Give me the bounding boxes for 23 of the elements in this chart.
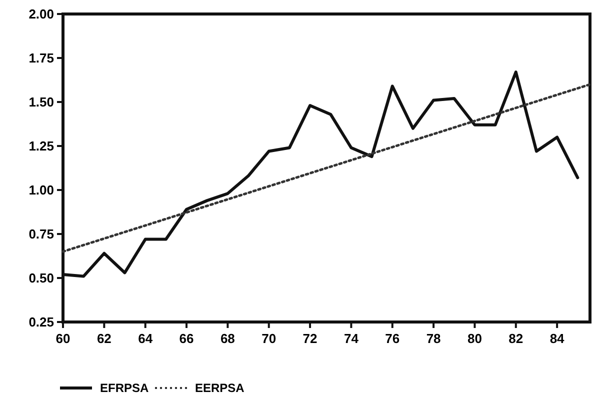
y-tick-label: 0.75 [28, 226, 54, 242]
x-tick-label: 68 [220, 331, 235, 346]
x-tick-label: 70 [262, 331, 276, 346]
x-tick-label: 76 [385, 331, 400, 346]
y-tick-label: 0.25 [28, 314, 54, 330]
x-tick-label: 78 [426, 331, 441, 346]
x-tick-label: 64 [138, 331, 154, 346]
y-tick-label: 1.50 [28, 94, 54, 110]
x-tick-label: 72 [302, 331, 318, 346]
x-tick-label: 82 [508, 331, 524, 346]
y-tick-label: 1.00 [28, 182, 54, 198]
y-tick-label: 2.00 [28, 6, 54, 22]
x-tick-label: 60 [56, 331, 70, 346]
x-tick-label: 84 [550, 331, 566, 346]
x-tick-label: 74 [344, 331, 360, 346]
x-tick-label: 80 [467, 331, 482, 346]
y-tick-label: 1.75 [28, 50, 54, 66]
x-tick-label: 62 [96, 331, 112, 346]
y-tick-label: 0.50 [28, 270, 54, 286]
x-tick-label: 66 [179, 331, 194, 346]
legend-label: EERPSA [195, 381, 245, 396]
y-tick-label: 1.25 [28, 138, 54, 154]
legend-label: EFRPSA [100, 381, 150, 396]
